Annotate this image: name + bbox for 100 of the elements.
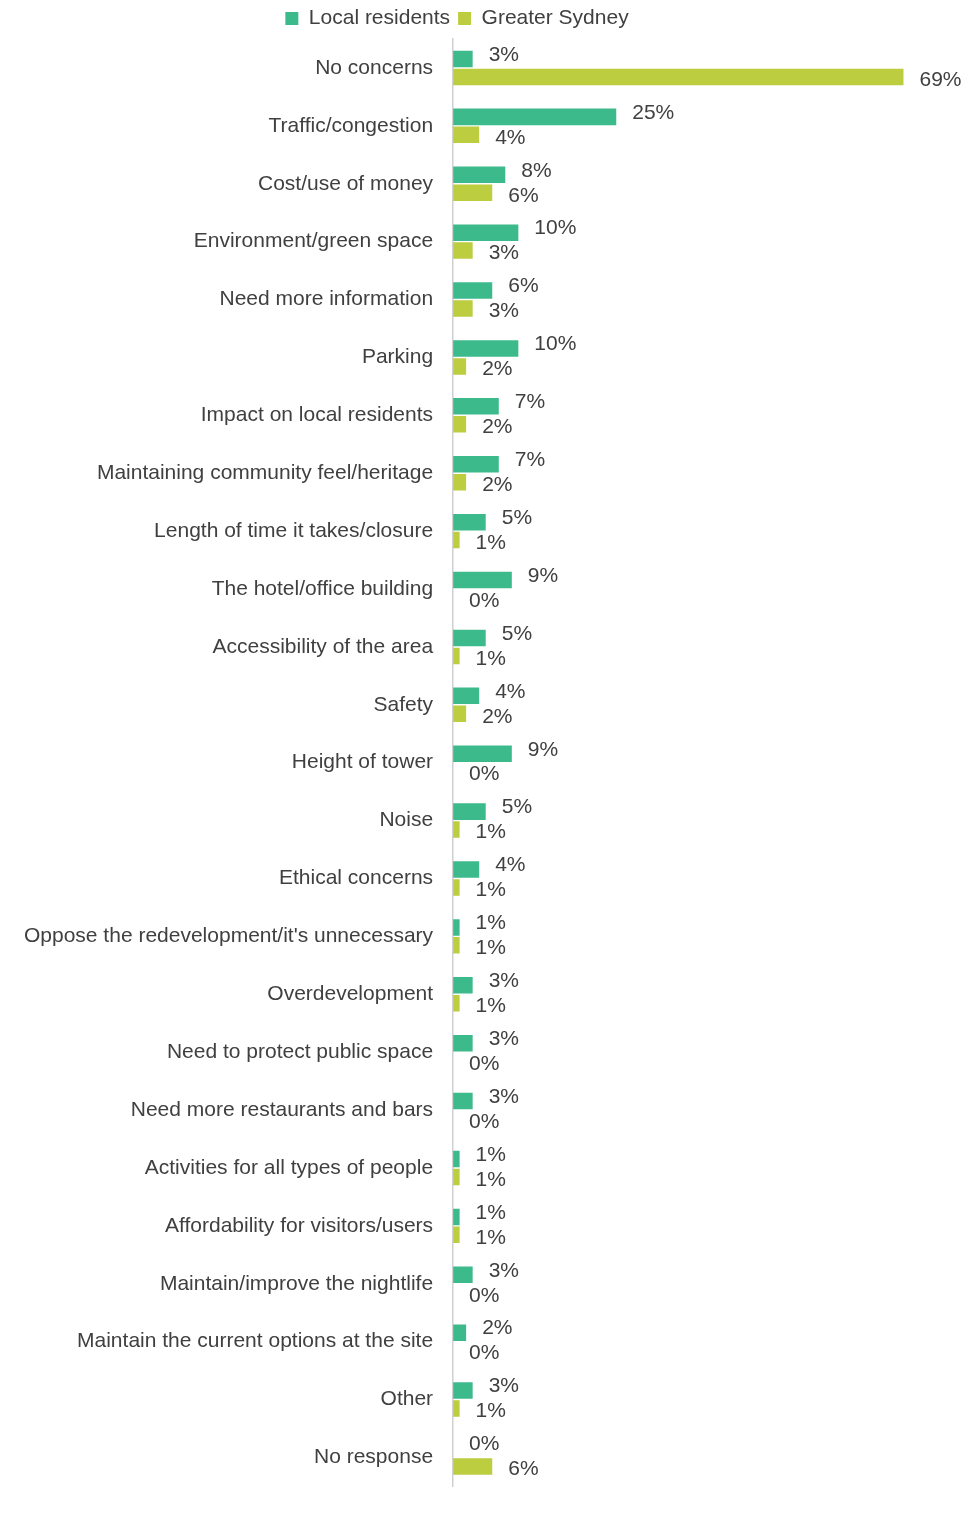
bar xyxy=(453,937,460,954)
y-tick-label: Impact on local residents xyxy=(200,402,434,426)
y-tick-label: Maintain the current options at the site xyxy=(77,1328,434,1352)
data-label: 3% xyxy=(488,1257,520,1281)
bar xyxy=(453,919,460,936)
y-tick-label: Need more restaurants and bars xyxy=(130,1096,434,1120)
bar xyxy=(453,300,473,317)
data-label: 0% xyxy=(469,1431,500,1455)
bar xyxy=(453,571,512,589)
data-label: 2% xyxy=(482,1315,513,1339)
data-label: 9% xyxy=(527,736,559,760)
data-label: 1% xyxy=(475,910,506,934)
data-label: 1% xyxy=(475,1199,506,1223)
y-tick-label: Need to protect public space xyxy=(166,1038,434,1062)
data-label: 3% xyxy=(488,298,520,322)
data-label: 0% xyxy=(469,1108,500,1132)
data-label: 6% xyxy=(508,273,539,297)
data-label: 3% xyxy=(488,240,520,264)
y-tick-label: Ethical concerns xyxy=(279,865,434,889)
bar xyxy=(453,184,493,201)
y-tick-label: Height of tower xyxy=(291,749,434,773)
data-label: 69% xyxy=(919,66,962,90)
bar xyxy=(453,745,512,762)
y-tick-label: Affordability for visitors/users xyxy=(165,1212,434,1236)
data-label: 1% xyxy=(475,529,506,553)
bar xyxy=(453,50,473,68)
bar xyxy=(453,879,460,896)
data-label: 6% xyxy=(508,1456,539,1480)
bar xyxy=(453,977,473,994)
data-label: 2% xyxy=(482,356,513,380)
data-label: 1% xyxy=(475,645,506,669)
data-label: 1% xyxy=(475,819,506,843)
data-label: 3% xyxy=(488,1373,520,1397)
y-tick-label: Cost/use of money xyxy=(257,170,434,194)
data-label: 1% xyxy=(475,993,506,1017)
bar xyxy=(453,1034,473,1052)
data-label: 2% xyxy=(482,414,513,438)
data-label: 1% xyxy=(475,1398,506,1422)
data-label: 0% xyxy=(469,1282,500,1306)
bar xyxy=(453,687,480,705)
bar xyxy=(453,1324,467,1341)
bar xyxy=(453,1382,473,1399)
bar xyxy=(453,821,460,838)
data-label: 4% xyxy=(495,124,526,148)
data-label: 10% xyxy=(534,215,577,239)
data-label: 0% xyxy=(469,1050,500,1074)
y-tick-label: Parking xyxy=(361,344,434,368)
bar xyxy=(453,224,519,241)
bar xyxy=(453,108,617,126)
data-label: 2% xyxy=(482,471,513,495)
data-label: 5% xyxy=(501,620,533,644)
y-tick-label: No response xyxy=(314,1444,434,1468)
data-label: 7% xyxy=(514,447,546,471)
data-label: 4% xyxy=(495,678,526,702)
data-label: 8% xyxy=(521,157,552,181)
data-label: 1% xyxy=(475,877,506,901)
bar xyxy=(453,68,904,86)
data-label: 0% xyxy=(469,1340,500,1364)
bar xyxy=(453,1266,473,1284)
data-label: 25% xyxy=(632,99,675,123)
bar xyxy=(453,803,486,820)
bar xyxy=(453,358,467,375)
data-label: 6% xyxy=(508,182,539,206)
data-label: 7% xyxy=(514,389,546,413)
bar xyxy=(453,513,486,531)
y-tick-label: Oppose the redevelopment/it's unnecessary xyxy=(23,923,434,947)
legend-label: Local residents xyxy=(308,5,451,29)
bar xyxy=(453,995,460,1012)
y-tick-label: Accessibility of the area xyxy=(212,633,434,657)
data-label: 1% xyxy=(475,935,506,959)
y-tick-label: Maintaining community feel/heritage xyxy=(96,460,434,484)
bar xyxy=(453,455,499,473)
data-label: 5% xyxy=(501,504,533,528)
data-label: 0% xyxy=(469,761,500,785)
bar xyxy=(453,166,506,184)
y-tick-label: Other xyxy=(380,1386,434,1410)
data-label: 0% xyxy=(469,587,500,611)
y-tick-label: The hotel/office building xyxy=(211,575,434,599)
y-tick-label: Maintain/improve the nightlife xyxy=(159,1270,434,1294)
y-tick-label: Traffic/congestion xyxy=(268,112,434,136)
bar xyxy=(453,1092,473,1110)
data-label: 1% xyxy=(475,1224,506,1248)
y-tick-label: Safety xyxy=(373,691,434,715)
data-label: 4% xyxy=(495,852,526,876)
bar xyxy=(453,126,480,144)
y-tick-label: Overdevelopment xyxy=(267,981,434,1005)
bar xyxy=(453,340,519,357)
data-label: 1% xyxy=(475,1141,506,1165)
bar xyxy=(453,398,499,415)
legend-label: Greater Sydney xyxy=(481,5,630,29)
data-label: 1% xyxy=(475,1166,506,1190)
y-tick-label: Length of time it takes/closure xyxy=(154,517,434,541)
bar xyxy=(453,242,473,259)
data-label: 3% xyxy=(488,968,520,992)
data-label: 3% xyxy=(488,1083,520,1107)
data-label: 3% xyxy=(488,41,520,65)
y-tick-label: Activities for all types of people xyxy=(144,1154,434,1178)
data-label: 10% xyxy=(534,331,577,355)
bar xyxy=(453,629,486,647)
y-tick-label: Environment/green space xyxy=(193,228,434,252)
